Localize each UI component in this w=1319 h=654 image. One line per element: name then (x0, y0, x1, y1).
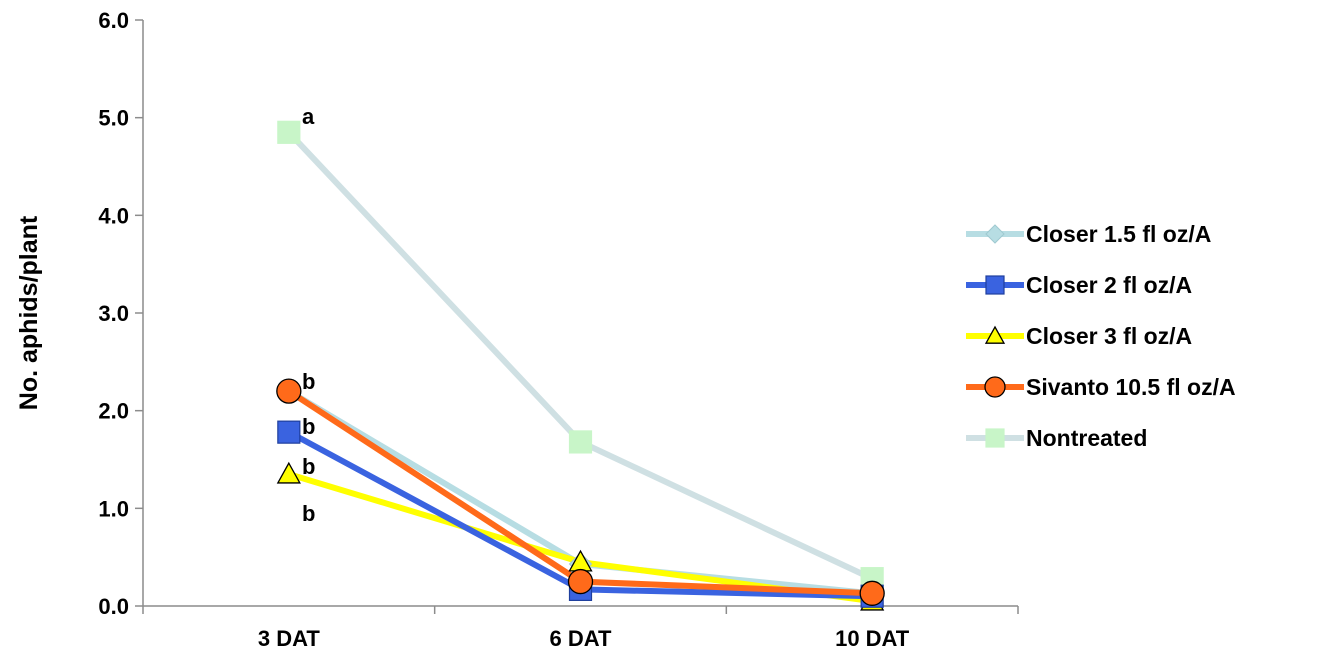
annotation-label: b (302, 454, 315, 479)
data-point (567, 568, 594, 595)
legend-label: Closer 2 fl oz/A (1026, 272, 1192, 298)
data-point (277, 120, 301, 144)
annotation-label: b (302, 369, 315, 394)
legend-marker (984, 376, 1006, 398)
y-tick-label: 2.0 (98, 399, 129, 424)
data-point (568, 430, 593, 454)
legend-item: Closer 2 fl oz/A (966, 272, 1192, 298)
y-tick-label: 5.0 (98, 106, 129, 131)
x-tick-label: 6 DAT (550, 626, 612, 651)
legend-item: Closer 3 fl oz/A (966, 323, 1192, 349)
data-point (276, 461, 301, 484)
legend-marker (985, 275, 1005, 295)
annotation-label: b (302, 414, 315, 439)
legend-label: Closer 1.5 fl oz/A (1026, 221, 1211, 247)
significance-annotations: a b b b b (302, 104, 315, 526)
data-point (276, 378, 302, 404)
series-4 (286, 130, 874, 582)
series-line (286, 130, 874, 582)
x-tick-label: 10 DAT (835, 626, 910, 651)
y-tick-label: 4.0 (98, 203, 129, 228)
y-tick-label: 0.0 (98, 594, 129, 619)
legend-label: Closer 3 fl oz/A (1026, 323, 1192, 349)
series-markers-4 (277, 120, 884, 591)
y-tick-label: 1.0 (98, 496, 129, 521)
data-point (277, 420, 301, 444)
legend-item: Sivanto 10.5 fl oz/A (966, 374, 1236, 400)
legend-label: Sivanto 10.5 fl oz/A (1026, 374, 1236, 400)
series-markers-3 (276, 378, 885, 606)
legend-item: Closer 1.5 fl oz/A (966, 221, 1211, 247)
annotation-label: b (302, 501, 315, 526)
y-tick-label: 3.0 (98, 301, 129, 326)
legend-marker (985, 428, 1005, 448)
x-ticks: 3 DAT 6 DAT 10 DAT (142, 606, 1019, 651)
y-tick-label: 6.0 (98, 8, 129, 33)
axes (142, 20, 1018, 607)
series-group (276, 120, 885, 611)
legend-marker (984, 325, 1006, 344)
legend: Closer 1.5 fl oz/A Closer 2 fl oz/A Closer… (966, 221, 1236, 451)
legend-item: Nontreated (966, 425, 1147, 451)
legend-marker (985, 224, 1005, 244)
x-tick-label: 3 DAT (258, 626, 320, 651)
y-ticks: 0.0 1.0 2.0 3.0 4.0 5.0 6.0 (98, 8, 143, 619)
legend-label: Nontreated (1026, 425, 1147, 451)
annotation-label: a (302, 104, 315, 129)
data-point (859, 580, 885, 606)
y-axis-label: No. aphids/plant (15, 215, 43, 410)
